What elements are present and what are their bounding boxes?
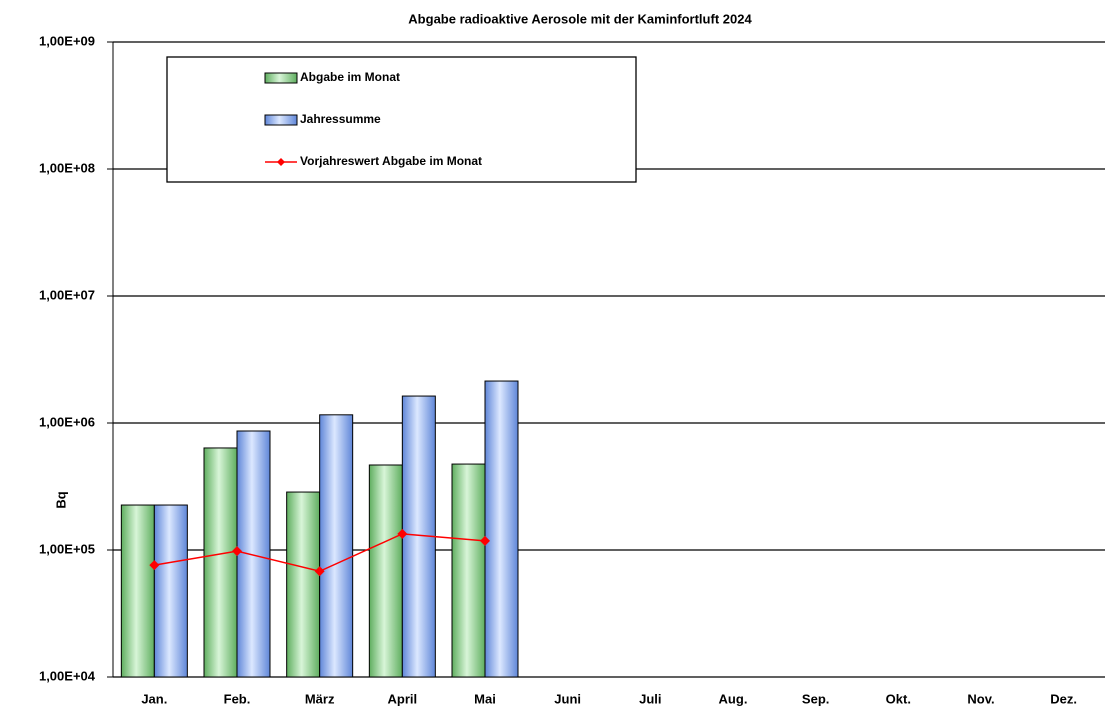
bar [286,491,321,678]
legend-label: Abgabe im Monat [300,70,400,84]
x-tick-label: Juni [554,691,581,706]
y-tick-label: 1,00E+07 [39,287,95,302]
bar [451,463,486,678]
bar [484,380,519,678]
bar [236,430,271,678]
marker [232,546,242,557]
x-tick-label: Okt. [886,691,911,706]
bar [153,504,188,678]
legend-label: Jahressumme [300,112,381,126]
x-tick-label: Mai [474,691,496,706]
marker [314,566,325,577]
bar [368,464,403,678]
marker [480,535,490,546]
y-tick-label: 1,00E+05 [39,541,95,556]
legend [166,56,637,183]
x-tick-label: Feb. [224,691,251,706]
y-tick-label: 1,00E+08 [39,160,95,175]
bar [203,447,238,678]
y-axis-label: Bq [53,491,68,508]
bar [120,504,155,678]
x-tick-label: Jan. [141,691,167,706]
x-tick-label: Aug. [719,691,748,706]
legend-label: Vorjahreswert Abgabe im Monat [300,154,482,168]
legend-swatch [264,72,298,84]
x-tick-label: Sep. [802,691,829,706]
legend-swatch [264,114,298,126]
x-tick-label: Juli [639,691,661,706]
marker [149,560,160,571]
chart-title: Abgabe radioaktive Aerosole mit der Kami… [408,11,752,26]
y-tick-label: 1,00E+04 [39,668,96,683]
marker [397,528,408,539]
y-tick-label: 1,00E+09 [39,33,95,48]
y-tick-label: 1,00E+06 [39,414,95,429]
legend-marker [277,158,285,166]
x-tick-label: März [305,691,335,706]
x-tick-label: Dez. [1050,691,1077,706]
bar [319,414,354,678]
x-tick-label: April [388,691,418,706]
x-tick-label: Nov. [967,691,994,706]
